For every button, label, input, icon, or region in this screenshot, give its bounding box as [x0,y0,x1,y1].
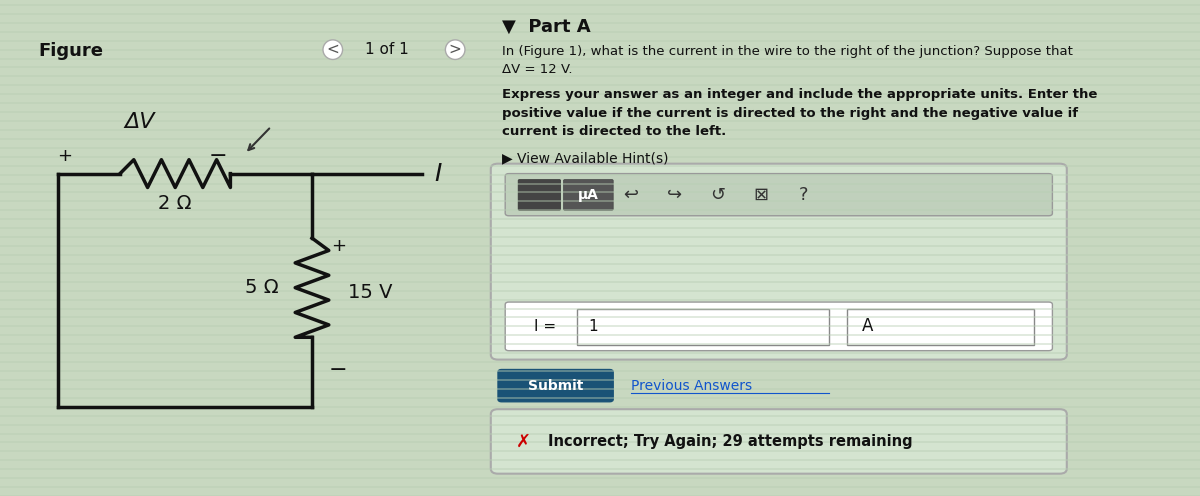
FancyBboxPatch shape [505,174,1052,216]
Text: ↪: ↪ [667,186,682,204]
Text: +: + [331,237,346,254]
Text: 5 Ω: 5 Ω [245,278,278,297]
Text: +: + [58,147,72,165]
Text: ΔV = 12 V.: ΔV = 12 V. [502,63,572,76]
Text: Previous Answers: Previous Answers [631,379,752,393]
Text: Submit: Submit [528,379,583,393]
Text: ✗: ✗ [516,433,530,450]
Text: 1: 1 [588,319,598,334]
Text: ▼  Part A: ▼ Part A [502,17,590,35]
Text: In (Figure 1), what is the current in the wire to the right of the junction? Sup: In (Figure 1), what is the current in th… [502,45,1073,58]
Text: 15 V: 15 V [348,283,392,302]
Text: current is directed to the left.: current is directed to the left. [502,125,726,138]
Text: >: > [449,42,462,57]
Text: −: − [329,360,348,379]
Text: Incorrect; Try Again; 29 attempts remaining: Incorrect; Try Again; 29 attempts remain… [548,434,913,449]
Text: Express your answer as an integer and include the appropriate units. Enter the: Express your answer as an integer and in… [502,88,1097,101]
Text: A: A [862,317,872,335]
FancyBboxPatch shape [498,370,613,402]
Text: 2 Ω: 2 Ω [158,194,192,213]
Text: −: − [209,146,228,166]
Text: positive value if the current is directed to the right and the negative value if: positive value if the current is directe… [502,107,1078,120]
Text: Figure: Figure [38,42,103,60]
Text: ▶ View Available Hint(s): ▶ View Available Hint(s) [502,151,668,165]
Text: <: < [326,42,340,57]
Text: I =: I = [534,319,556,334]
Text: ?: ? [799,186,809,204]
FancyBboxPatch shape [518,180,560,210]
Text: ⊠: ⊠ [754,186,768,204]
Text: ↩: ↩ [624,186,638,204]
Text: 1 of 1: 1 of 1 [365,42,408,57]
FancyBboxPatch shape [505,302,1052,351]
Bar [577,309,829,345]
Text: μA: μA [578,188,599,202]
FancyBboxPatch shape [564,180,613,210]
Text: ↺: ↺ [710,186,725,204]
FancyBboxPatch shape [491,164,1067,360]
FancyBboxPatch shape [491,409,1067,474]
Bar [847,309,1034,345]
Text: ΔV: ΔV [124,112,155,131]
Text: I: I [434,162,442,186]
